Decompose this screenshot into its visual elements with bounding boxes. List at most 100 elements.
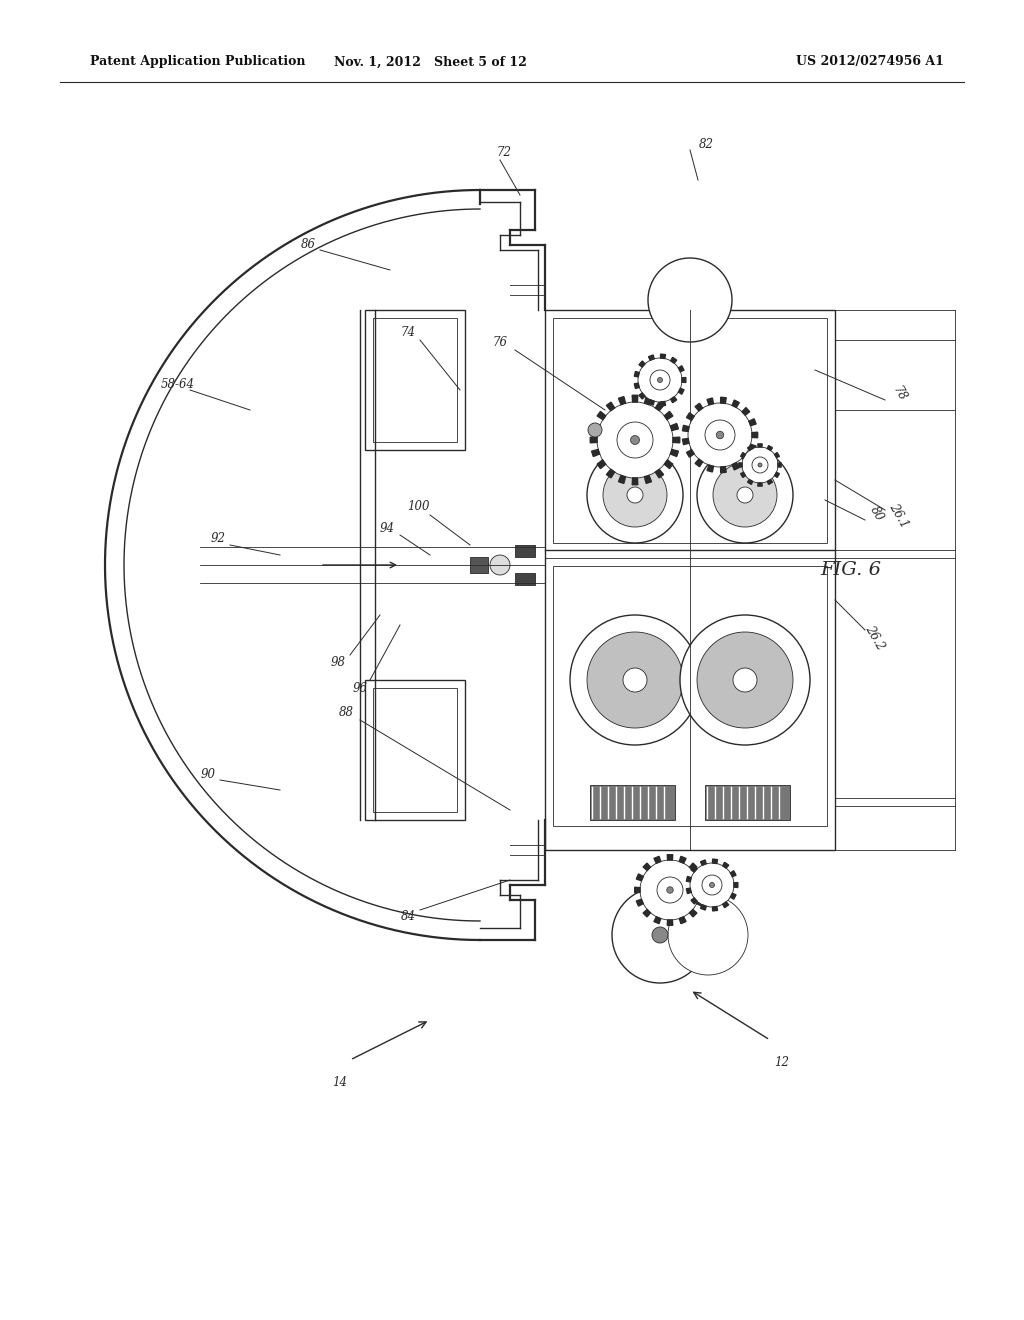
- Polygon shape: [748, 479, 753, 484]
- Text: 14: 14: [333, 1076, 347, 1089]
- Text: 12: 12: [774, 1056, 790, 1068]
- Text: 26.1: 26.1: [887, 502, 911, 531]
- Circle shape: [713, 463, 777, 527]
- Polygon shape: [732, 462, 739, 470]
- Polygon shape: [592, 424, 600, 430]
- Polygon shape: [618, 396, 626, 405]
- Polygon shape: [752, 432, 758, 438]
- Polygon shape: [606, 403, 614, 411]
- Circle shape: [733, 668, 757, 692]
- Circle shape: [697, 447, 793, 543]
- Circle shape: [570, 615, 700, 744]
- Text: FIG. 6: FIG. 6: [820, 561, 881, 579]
- Circle shape: [680, 615, 810, 744]
- Polygon shape: [590, 437, 597, 442]
- Polygon shape: [644, 475, 651, 483]
- Polygon shape: [707, 465, 714, 473]
- Circle shape: [657, 378, 663, 383]
- Circle shape: [597, 403, 673, 478]
- Circle shape: [623, 668, 647, 692]
- Polygon shape: [686, 888, 691, 894]
- Text: Nov. 1, 2012   Sheet 5 of 12: Nov. 1, 2012 Sheet 5 of 12: [334, 55, 526, 69]
- Bar: [515, 573, 535, 585]
- Polygon shape: [639, 360, 645, 367]
- Circle shape: [587, 632, 683, 729]
- Polygon shape: [686, 450, 694, 457]
- Polygon shape: [734, 883, 738, 887]
- Bar: [365, 680, 465, 820]
- Polygon shape: [660, 401, 666, 407]
- Polygon shape: [682, 425, 689, 432]
- Polygon shape: [778, 463, 781, 467]
- Polygon shape: [732, 400, 739, 408]
- Polygon shape: [671, 449, 679, 457]
- Polygon shape: [713, 907, 718, 911]
- Polygon shape: [632, 478, 638, 484]
- Circle shape: [603, 463, 667, 527]
- Polygon shape: [740, 453, 745, 458]
- Polygon shape: [665, 461, 673, 469]
- Polygon shape: [749, 445, 756, 451]
- Circle shape: [631, 436, 640, 445]
- Polygon shape: [634, 371, 639, 376]
- Polygon shape: [679, 388, 684, 395]
- Circle shape: [638, 358, 682, 403]
- Circle shape: [697, 632, 793, 729]
- Polygon shape: [730, 894, 736, 899]
- Polygon shape: [721, 466, 726, 473]
- Polygon shape: [691, 898, 697, 904]
- Circle shape: [688, 403, 752, 467]
- Circle shape: [705, 420, 735, 450]
- Polygon shape: [671, 358, 677, 363]
- Text: Patent Application Publication: Patent Application Publication: [90, 55, 305, 69]
- Polygon shape: [700, 887, 706, 892]
- Bar: [545, 310, 835, 850]
- Polygon shape: [774, 473, 779, 478]
- Text: 88: 88: [339, 705, 353, 718]
- Polygon shape: [696, 874, 703, 880]
- Polygon shape: [723, 902, 729, 908]
- Polygon shape: [635, 887, 640, 892]
- Polygon shape: [592, 449, 600, 457]
- Bar: [590, 785, 675, 820]
- Text: 78: 78: [890, 384, 908, 404]
- Circle shape: [758, 463, 762, 467]
- Polygon shape: [597, 461, 606, 469]
- Circle shape: [668, 895, 748, 975]
- Polygon shape: [639, 393, 645, 399]
- Polygon shape: [679, 857, 686, 863]
- Text: 94: 94: [380, 523, 394, 536]
- Polygon shape: [655, 403, 664, 411]
- Polygon shape: [696, 899, 703, 906]
- Circle shape: [650, 370, 670, 389]
- Bar: [553, 318, 827, 543]
- Polygon shape: [691, 866, 697, 873]
- Text: 84: 84: [400, 909, 416, 923]
- Bar: [365, 310, 465, 450]
- Circle shape: [588, 422, 602, 437]
- Text: 74: 74: [400, 326, 416, 338]
- Polygon shape: [648, 400, 654, 405]
- Text: 26.2: 26.2: [863, 623, 887, 652]
- Polygon shape: [695, 404, 702, 411]
- Polygon shape: [721, 397, 726, 404]
- Text: 80: 80: [867, 504, 887, 524]
- Text: 96: 96: [352, 682, 368, 696]
- Polygon shape: [686, 876, 691, 882]
- Polygon shape: [742, 455, 750, 462]
- Text: 92: 92: [211, 532, 225, 545]
- Text: 100: 100: [407, 500, 429, 513]
- Bar: [515, 545, 535, 557]
- Text: US 2012/0274956 A1: US 2012/0274956 A1: [796, 55, 944, 69]
- Circle shape: [648, 257, 732, 342]
- Bar: [373, 318, 457, 442]
- Polygon shape: [618, 475, 626, 483]
- Polygon shape: [689, 863, 697, 870]
- Polygon shape: [679, 366, 684, 372]
- Text: 86: 86: [300, 238, 315, 251]
- Polygon shape: [636, 899, 643, 906]
- Polygon shape: [739, 463, 742, 467]
- Polygon shape: [654, 857, 660, 863]
- Polygon shape: [648, 355, 654, 360]
- Circle shape: [702, 875, 722, 895]
